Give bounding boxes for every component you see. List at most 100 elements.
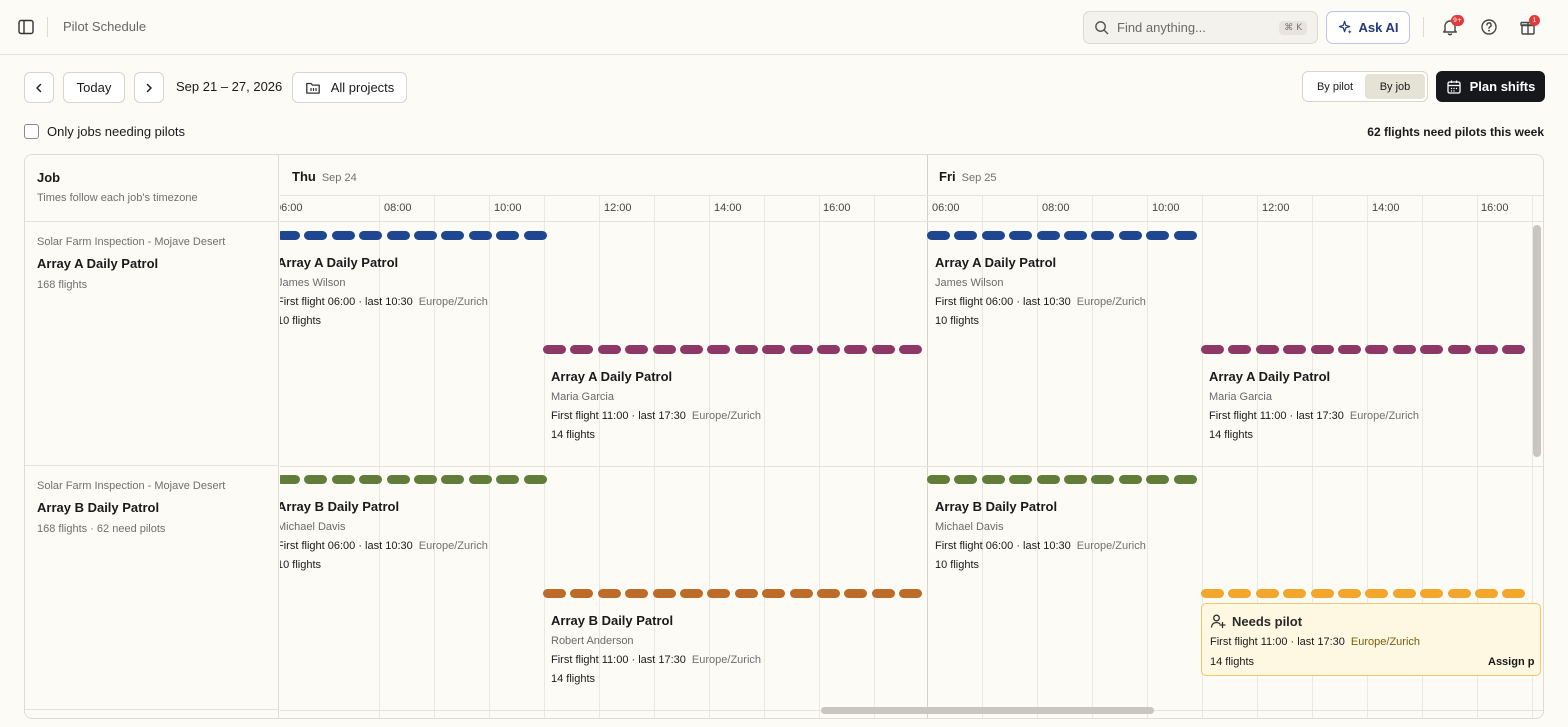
job-name[interactable]: Array A Daily Patrol <box>37 256 159 271</box>
flight-dash[interactable] <box>543 589 566 598</box>
flight-dash[interactable] <box>789 345 813 354</box>
flight-dash[interactable] <box>1475 589 1498 598</box>
flight-dash[interactable] <box>1064 475 1087 484</box>
flight-dash[interactable] <box>1228 345 1252 354</box>
gifts-button[interactable]: 1 <box>1518 15 1540 37</box>
flight-dash[interactable] <box>1146 475 1170 484</box>
flight-dash[interactable] <box>1255 589 1279 598</box>
shift-block[interactable]: Array A Daily Patrol Maria Garcia First … <box>1209 369 1419 441</box>
flight-dash[interactable] <box>1091 231 1115 240</box>
flight-dash[interactable] <box>844 345 868 354</box>
flight-dash[interactable] <box>414 475 437 484</box>
flight-dash[interactable] <box>1310 589 1334 598</box>
shift-block[interactable]: Array A Daily Patrol James Wilson First … <box>935 255 1146 327</box>
shift-block[interactable]: Array B Daily Patrol Michael Davis First… <box>280 499 488 571</box>
flight-dash[interactable] <box>817 345 840 354</box>
flight-dash[interactable] <box>1475 345 1498 354</box>
flight-dash[interactable] <box>1365 345 1389 354</box>
today-button[interactable]: Today <box>63 72 125 103</box>
flight-dash[interactable] <box>597 345 621 354</box>
flight-dash[interactable] <box>1447 345 1471 354</box>
next-week-button[interactable] <box>134 72 164 103</box>
flight-dash[interactable] <box>359 231 383 240</box>
flight-dash[interactable] <box>386 231 410 240</box>
flight-dash[interactable] <box>1310 345 1334 354</box>
job-name[interactable]: Array B Daily Patrol <box>37 500 160 515</box>
flight-dash[interactable] <box>871 345 895 354</box>
flight-dash[interactable] <box>1036 475 1060 484</box>
flight-dash[interactable] <box>304 231 328 240</box>
flight-dash[interactable] <box>468 231 492 240</box>
needs-pilots-filter[interactable]: Only jobs needing pilots <box>24 124 185 139</box>
needs-pilot-card[interactable]: Needs pilot First flight 11:00 · last 17… <box>1201 603 1541 676</box>
flight-dash[interactable] <box>954 231 978 240</box>
flight-dash[interactable] <box>1502 589 1526 598</box>
shift-block[interactable]: Array B Daily Patrol Robert Anderson Fir… <box>551 613 761 685</box>
plan-shifts-button[interactable]: Plan shifts <box>1436 71 1545 102</box>
shift-block[interactable]: Array A Daily Patrol Maria Garcia First … <box>551 369 761 441</box>
shift-block[interactable]: Array A Daily Patrol James Wilson First … <box>280 255 488 327</box>
flight-dash[interactable] <box>1420 589 1444 598</box>
flight-dash[interactable] <box>1283 345 1307 354</box>
flight-dash[interactable] <box>625 345 649 354</box>
notifications-button[interactable]: 9+ <box>1440 15 1464 37</box>
flight-dash[interactable] <box>762 589 786 598</box>
flight-dash[interactable] <box>280 231 300 240</box>
search-input[interactable]: Find anything... ⌘ K <box>1083 11 1318 44</box>
flight-dash[interactable] <box>680 589 703 598</box>
flight-dash[interactable] <box>1502 345 1526 354</box>
flight-dash[interactable] <box>1064 231 1087 240</box>
shift-block[interactable]: Array B Daily Patrol Michael Davis First… <box>935 499 1146 571</box>
flight-dash[interactable] <box>1091 475 1115 484</box>
flight-dash[interactable] <box>927 231 950 240</box>
flight-dash[interactable] <box>652 589 676 598</box>
flight-dash[interactable] <box>1201 345 1224 354</box>
flight-dash[interactable] <box>1228 589 1252 598</box>
job-row-label[interactable]: Solar Farm Inspection - Mojave Desert Ar… <box>25 466 279 710</box>
flight-dash[interactable] <box>734 589 758 598</box>
flight-dash[interactable] <box>1392 589 1416 598</box>
flight-dash[interactable] <box>1173 231 1197 240</box>
flight-dash[interactable] <box>734 345 758 354</box>
help-button[interactable] <box>1479 17 1499 37</box>
flight-dash[interactable] <box>1447 589 1471 598</box>
horizontal-scrollbar[interactable] <box>821 707 1154 714</box>
flight-dash[interactable] <box>496 231 520 240</box>
flight-dash[interactable] <box>414 231 437 240</box>
job-row-label[interactable]: Solar Farm Inspection - Mojave Desert Ar… <box>25 222 279 466</box>
flight-dash[interactable] <box>680 345 703 354</box>
flight-dash[interactable] <box>652 345 676 354</box>
flight-dash[interactable] <box>468 475 492 484</box>
flight-dash[interactable] <box>899 589 923 598</box>
flight-dash[interactable] <box>543 345 566 354</box>
flight-dash[interactable] <box>570 589 594 598</box>
flight-dash[interactable] <box>1009 475 1033 484</box>
vertical-scrollbar[interactable] <box>1533 225 1541 457</box>
flight-dash[interactable] <box>1365 589 1389 598</box>
flight-dash[interactable] <box>1420 345 1444 354</box>
flight-dash[interactable] <box>707 589 731 598</box>
flight-dash[interactable] <box>1338 345 1361 354</box>
flight-dash[interactable] <box>386 475 410 484</box>
flight-dash[interactable] <box>331 475 355 484</box>
flight-dash[interactable] <box>817 589 840 598</box>
previous-week-button[interactable] <box>24 72 54 103</box>
flight-dash[interactable] <box>304 475 328 484</box>
projects-filter-button[interactable]: All projects <box>292 72 407 103</box>
flight-dash[interactable] <box>871 589 895 598</box>
flight-dash[interactable] <box>1201 589 1224 598</box>
flight-dash[interactable] <box>1146 231 1170 240</box>
flight-dash[interactable] <box>496 475 520 484</box>
assign-pilot-link[interactable]: Assign p <box>1488 656 1535 668</box>
ask-ai-button[interactable]: Ask AI <box>1326 11 1410 44</box>
flight-dash[interactable] <box>570 345 594 354</box>
flight-dash[interactable] <box>1118 475 1142 484</box>
flight-dash[interactable] <box>1009 231 1033 240</box>
flight-dash[interactable] <box>441 231 465 240</box>
flight-dash[interactable] <box>1118 231 1142 240</box>
flight-dash[interactable] <box>981 231 1005 240</box>
flight-dash[interactable] <box>441 475 465 484</box>
flight-dash[interactable] <box>789 589 813 598</box>
flight-dash[interactable] <box>762 345 786 354</box>
flight-dash[interactable] <box>625 589 649 598</box>
